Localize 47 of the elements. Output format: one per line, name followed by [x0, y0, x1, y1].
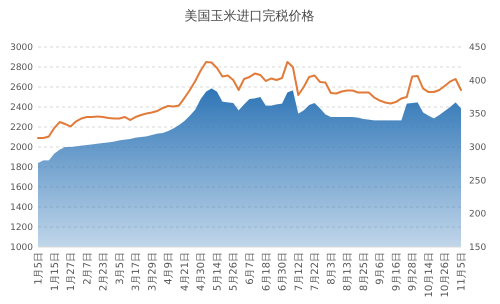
x-tick-label: 4月21日 [180, 252, 191, 292]
x-tick-label: 3月17日 [131, 252, 142, 292]
x-tick-label: 10月14日 [424, 252, 435, 298]
x-tick-label: 4月30日 [196, 252, 208, 292]
x-tick-label: 8月25日 [358, 252, 370, 292]
x-tick-label: 7月12日 [294, 252, 305, 292]
y-tick-label: 2400 [10, 103, 34, 113]
x-tick-label: 6月18日 [261, 252, 272, 292]
y-tick-label: 2600 [10, 83, 34, 93]
x-tick-label: 4月9日 [164, 252, 175, 285]
y2-tick-label: 450 [469, 43, 486, 53]
y-tick-label: 2800 [10, 63, 34, 73]
x-tick-label: 7月22日 [310, 252, 322, 292]
y-tick-label: 2200 [10, 123, 34, 133]
x-tick-label: 3月29日 [147, 252, 158, 292]
y-tick-label: 1400 [10, 203, 34, 213]
x-tick-label: 10月26日 [440, 252, 452, 298]
x-tick-label: 8月13日 [342, 252, 354, 292]
y2-tick-label: 300 [469, 143, 486, 153]
y-tick-label: 3000 [10, 43, 34, 53]
y2-tick-label: 200 [469, 210, 486, 220]
chart-title: 美国玉米进口完税价格 [184, 8, 314, 24]
y2-tick-label: 150 [469, 243, 486, 253]
y-tick-label: 1800 [10, 163, 34, 173]
x-tick-label: 8月3日 [326, 252, 338, 285]
x-tick-label: 9月28日 [408, 252, 419, 292]
x-tick-label: 1月5日 [34, 252, 44, 285]
y-tick-label: 1000 [10, 243, 34, 253]
y-tick-label: 2000 [10, 143, 34, 153]
y2-tick-label: 350 [469, 110, 486, 120]
x-tick-label: 1月27日 [66, 252, 78, 292]
x-tick-label: 9月16日 [391, 252, 402, 292]
x-tick-label: 9月6日 [375, 252, 386, 285]
x-tick-label: 11月5日 [456, 252, 468, 292]
x-tick-label: 5月14日 [212, 252, 224, 292]
x-tick-label: 2月7日 [82, 252, 94, 285]
x-tick-label: 1月15日 [50, 252, 61, 292]
x-tick-label: 2月23日 [98, 252, 110, 292]
y2-tick-label: 400 [469, 76, 486, 86]
line-series [37, 61, 462, 139]
x-tick-label: 5月26日 [228, 252, 240, 292]
y-tick-label: 1600 [10, 183, 34, 193]
y-tick-label: 1200 [10, 223, 34, 233]
y2-tick-label: 250 [469, 176, 486, 186]
x-tick-label: 6月7日 [245, 252, 256, 285]
x-tick-label: 3月5日 [114, 252, 126, 285]
x-tick-label: 6月30日 [278, 252, 289, 292]
